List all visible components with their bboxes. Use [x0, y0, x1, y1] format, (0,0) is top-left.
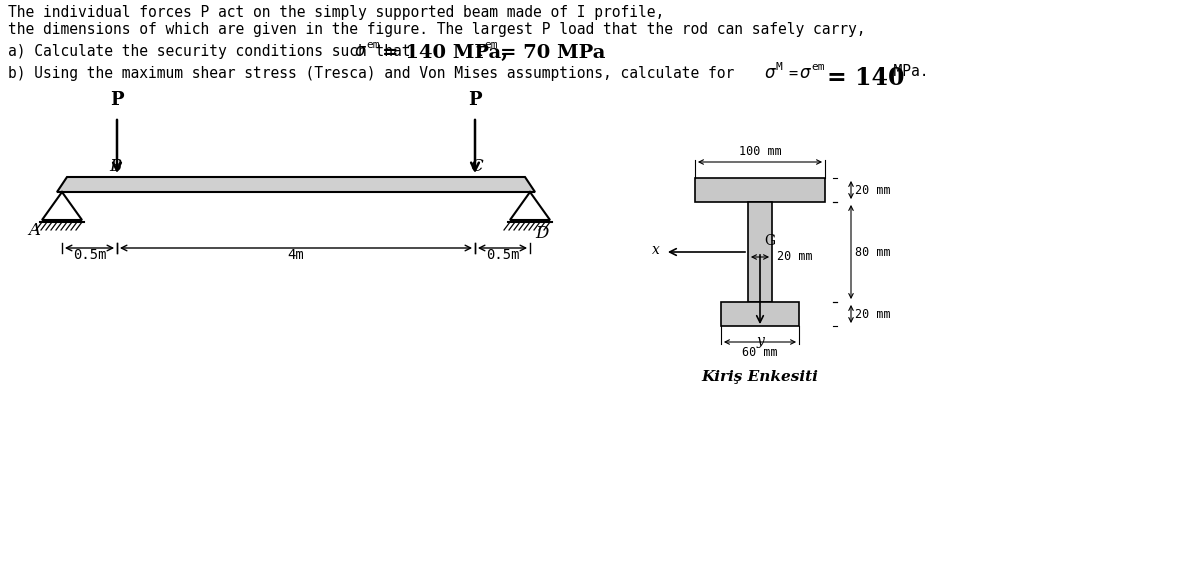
- Text: y: y: [756, 334, 764, 348]
- Text: M: M: [776, 62, 783, 72]
- Text: = 140 MPa,: = 140 MPa,: [382, 44, 507, 62]
- Text: em: em: [367, 40, 380, 50]
- Text: a) Calculate the security conditions such that: a) Calculate the security conditions suc…: [8, 44, 419, 59]
- Text: A: A: [27, 222, 41, 239]
- Text: B: B: [109, 158, 121, 175]
- Text: P: P: [468, 91, 482, 109]
- Text: $\tau$: $\tau$: [474, 43, 486, 60]
- Text: =: =: [788, 66, 798, 81]
- Text: MPa.: MPa.: [876, 64, 929, 79]
- Text: 20 mm: 20 mm: [855, 307, 891, 320]
- Text: P: P: [110, 91, 124, 109]
- Text: the dimensions of which are given in the figure. The largest P load that the rod: the dimensions of which are given in the…: [8, 22, 866, 37]
- Text: x: x: [652, 243, 660, 257]
- Text: $\sigma$: $\sigma$: [353, 43, 367, 60]
- Text: C: C: [470, 158, 484, 175]
- Text: The individual forces P act on the simply supported beam made of I profile,: The individual forces P act on the simpl…: [8, 5, 664, 20]
- Text: Kiriş Enkesiti: Kiriş Enkesiti: [702, 370, 818, 384]
- Text: 80 mm: 80 mm: [855, 246, 891, 259]
- Text: = 70 MPa: = 70 MPa: [500, 44, 605, 62]
- Text: 4m: 4m: [288, 248, 304, 262]
- Text: em: em: [484, 40, 498, 50]
- Polygon shape: [57, 177, 535, 192]
- Text: 0.5m: 0.5m: [486, 248, 519, 262]
- Text: 20 mm: 20 mm: [777, 251, 813, 264]
- Text: $\sigma$: $\sigma$: [764, 65, 777, 82]
- Polygon shape: [510, 192, 550, 220]
- Bar: [747, 202, 773, 302]
- Text: $\sigma$: $\sigma$: [799, 65, 812, 82]
- Text: b) Using the maximum shear stress (Tresca) and Von Mises assumptions, calculate : b) Using the maximum shear stress (Tresc…: [8, 66, 743, 81]
- Text: 0.5m: 0.5m: [73, 248, 106, 262]
- Text: em: em: [811, 62, 825, 72]
- Bar: [695, 178, 825, 202]
- Text: G: G: [764, 234, 775, 248]
- Text: 20 mm: 20 mm: [855, 184, 891, 197]
- Text: = 140: = 140: [827, 66, 905, 90]
- Text: 100 mm: 100 mm: [739, 145, 781, 158]
- Text: 60 mm: 60 mm: [743, 346, 777, 359]
- Text: D: D: [535, 225, 549, 242]
- Bar: [721, 302, 799, 326]
- Polygon shape: [42, 192, 82, 220]
